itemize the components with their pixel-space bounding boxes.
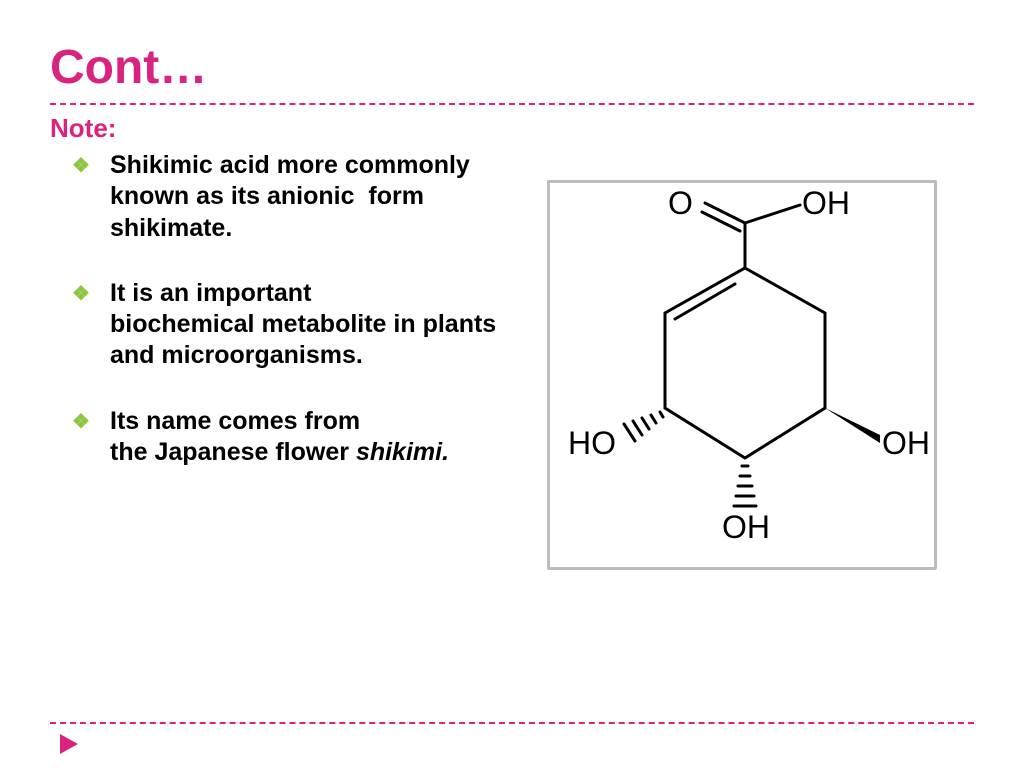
bullet-list: ❖ Shikimic acid more commonly known as i… — [50, 150, 510, 468]
text-column: ❖ Shikimic acid more commonly known as i… — [50, 150, 510, 570]
list-item: ❖ Shikimic acid more commonly known as i… — [50, 150, 510, 244]
divider-top — [50, 103, 974, 105]
divider-bottom — [50, 722, 974, 724]
atom-label-o: O — [668, 185, 693, 222]
content-row: ❖ Shikimic acid more commonly known as i… — [50, 150, 974, 570]
list-item: ❖ It is an important biochemical metabol… — [50, 278, 510, 372]
bullet-text: Its name comes from the Japanese flower — [110, 407, 360, 466]
atom-label-oh: OH — [882, 425, 930, 462]
diamond-bullet-icon: ❖ — [72, 410, 90, 435]
atom-label-oh: OH — [802, 185, 850, 222]
bullet-text-italic: shikimi. — [356, 438, 449, 466]
atom-label-oh: OH — [722, 509, 770, 546]
atom-label-ho: HO — [568, 425, 616, 462]
slide: Cont… Note: ❖ Shikimic acid more commonl… — [0, 0, 1024, 768]
molecule-diagram: O OH OH OH HO — [547, 180, 937, 570]
play-arrow-icon — [60, 734, 78, 754]
note-label: Note: — [50, 113, 974, 144]
diamond-bullet-icon: ❖ — [72, 282, 90, 307]
bullet-text: It is an important biochemical metabolit… — [110, 279, 496, 370]
slide-title: Cont… — [50, 40, 974, 95]
diagram-column: O OH OH OH HO — [510, 150, 974, 570]
list-item: ❖ Its name comes from the Japanese flowe… — [50, 406, 510, 469]
bullet-text: Shikimic acid more commonly known as its… — [110, 151, 470, 242]
diamond-bullet-icon: ❖ — [72, 154, 90, 179]
